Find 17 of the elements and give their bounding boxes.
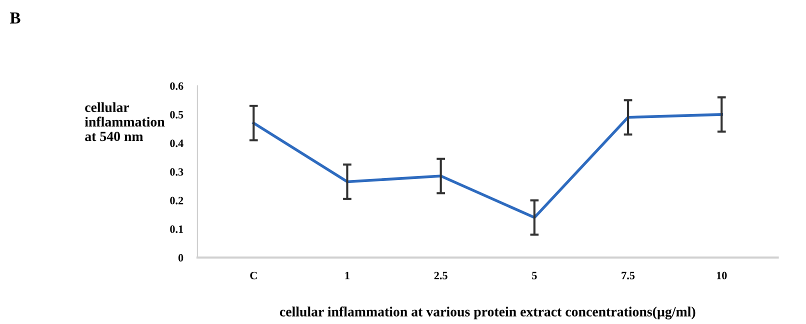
x-tick-label: 7.5 xyxy=(622,272,635,280)
y-tick-label: 0.6 xyxy=(170,82,184,90)
x-tick-label: 10 xyxy=(716,272,727,280)
y-axis-title: cellular inflammation at 540 nm xyxy=(84,102,165,142)
y-tick-label: 0.3 xyxy=(170,168,184,176)
y-tick-label: 0 xyxy=(178,254,184,262)
y-tick-label: 0.1 xyxy=(170,225,184,233)
x-tick-label: 1 xyxy=(345,272,350,280)
text: B xyxy=(10,12,20,24)
x-tick-label: C xyxy=(250,272,257,280)
x-tick-label: 5 xyxy=(532,272,537,280)
line-series xyxy=(252,113,724,219)
y-tick-label: 0.5 xyxy=(170,110,184,118)
x-axis-title: cellular inflammation at various protein extract concentrations(µg/ml) xyxy=(280,306,696,320)
x-tick-label: 2.5 xyxy=(434,272,448,280)
y-tick-label: 0.2 xyxy=(170,196,184,204)
y-tick-label: 0.4 xyxy=(170,140,184,148)
